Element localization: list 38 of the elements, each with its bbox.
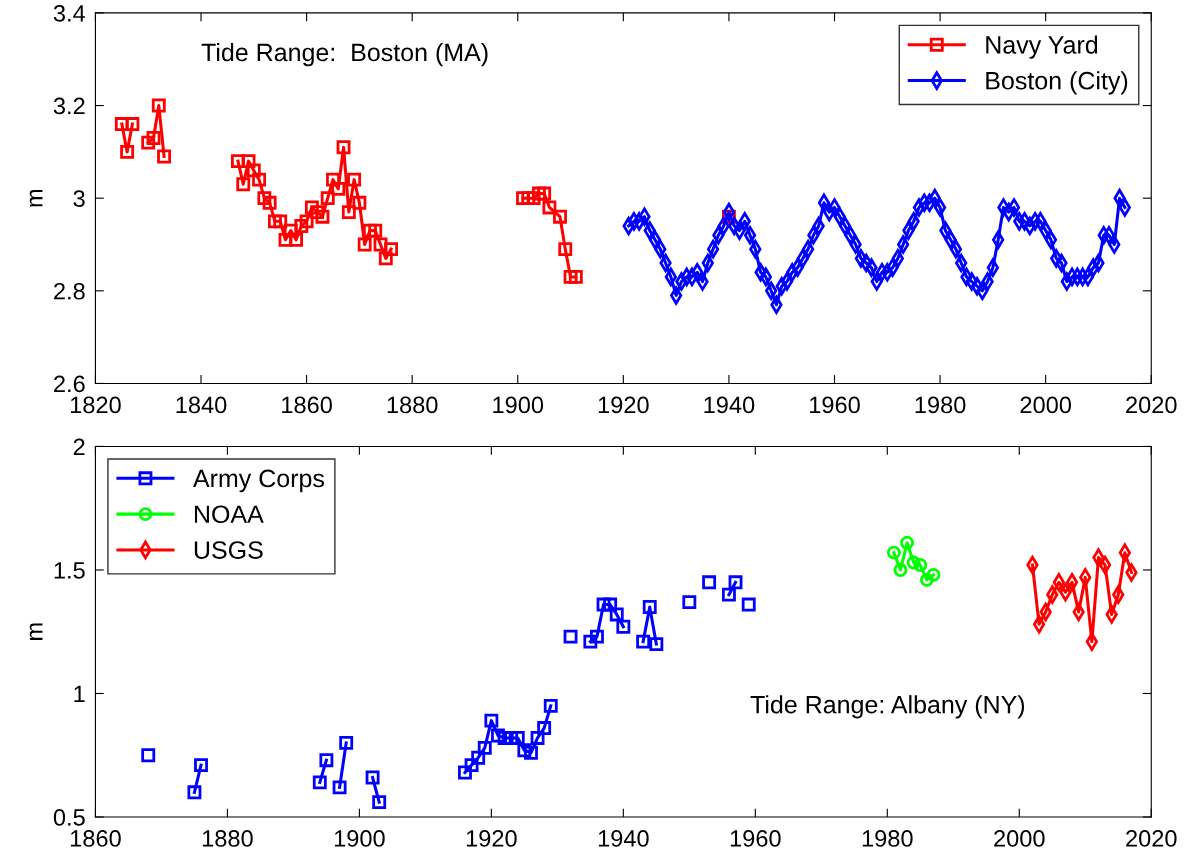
x-tick-label: 1920 bbox=[466, 830, 517, 847]
legend-label: NOAA bbox=[194, 505, 264, 524]
x-tick-label: 1860 bbox=[70, 830, 121, 847]
x-tick-label: 2020 bbox=[1126, 830, 1177, 847]
x-tick-label: 2000 bbox=[1020, 396, 1072, 414]
x-tick-label: 1880 bbox=[202, 830, 253, 847]
x-tick-label: 2020 bbox=[1126, 396, 1177, 414]
y-tick-label: 2.8 bbox=[54, 282, 85, 300]
x-tick-label: 1980 bbox=[862, 830, 913, 847]
y-tick-label: 2.6 bbox=[54, 375, 85, 393]
legend-label: USGS bbox=[194, 541, 263, 559]
legend-label: Boston (City) bbox=[986, 71, 1128, 95]
y-tick-label: 2 bbox=[73, 438, 85, 455]
x-tick-label: 1920 bbox=[598, 396, 649, 414]
legend-label: Army Corps bbox=[192, 469, 324, 493]
annotation: Tide Range: Boston (MA) bbox=[201, 42, 488, 67]
x-tick-label: 1940 bbox=[598, 830, 649, 847]
x-tick-label: 1980 bbox=[915, 396, 966, 414]
y-tick-label: 0.5 bbox=[53, 809, 85, 826]
y-axis-title: m bbox=[29, 189, 43, 207]
x-tick-label: 1840 bbox=[176, 396, 227, 414]
x-tick-label: 1880 bbox=[387, 396, 438, 414]
x-tick-label: 1860 bbox=[282, 396, 332, 414]
y-tick-label: 3.4 bbox=[53, 4, 86, 22]
y-tick-label: 1.5 bbox=[54, 562, 85, 579]
y-axis-title: m bbox=[29, 623, 43, 640]
x-tick-label: 1960 bbox=[810, 396, 860, 414]
x-tick-label: 1900 bbox=[493, 396, 544, 414]
y-tick-label: 3 bbox=[73, 190, 85, 207]
y-tick-label: 1 bbox=[74, 685, 85, 703]
legend-label: Navy Yard bbox=[986, 35, 1098, 59]
annotation: Tide Range: Albany (NY) bbox=[750, 695, 1025, 719]
y-tick-label: 3.2 bbox=[53, 97, 85, 115]
x-tick-label: 1820 bbox=[70, 396, 121, 414]
x-tick-label: 1960 bbox=[730, 830, 781, 847]
x-tick-label: 1900 bbox=[334, 830, 385, 847]
x-tick-label: 2000 bbox=[994, 830, 1045, 847]
x-tick-label: 1940 bbox=[704, 396, 755, 414]
